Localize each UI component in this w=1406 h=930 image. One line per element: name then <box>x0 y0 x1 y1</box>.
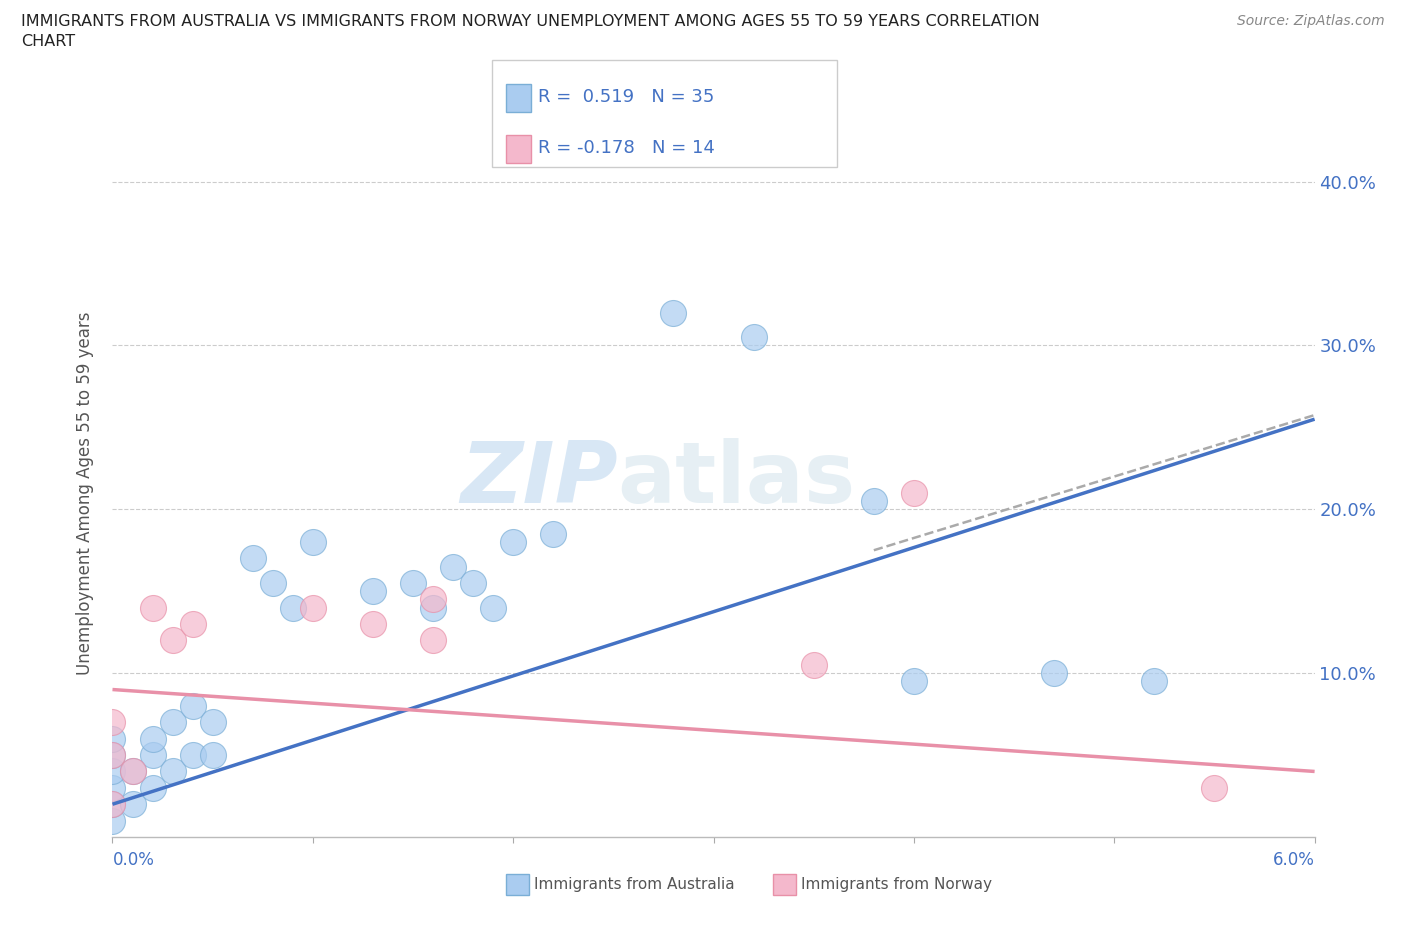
Point <box>101 748 124 763</box>
Point <box>361 617 384 631</box>
Text: Immigrants from Norway: Immigrants from Norway <box>801 877 993 892</box>
Text: R = -0.178   N = 14: R = -0.178 N = 14 <box>538 139 716 156</box>
Text: ZIP: ZIP <box>460 438 617 521</box>
Point <box>1143 674 1166 689</box>
Text: atlas: atlas <box>617 438 856 521</box>
Point <box>281 600 304 615</box>
Point <box>101 780 124 795</box>
Point <box>502 535 524 550</box>
Point <box>262 576 284 591</box>
Text: R =  0.519   N = 35: R = 0.519 N = 35 <box>538 88 714 106</box>
Point <box>482 600 505 615</box>
Text: CHART: CHART <box>21 34 75 49</box>
Point <box>803 658 825 672</box>
Point <box>101 813 124 828</box>
Point <box>422 633 444 648</box>
Point <box>201 748 224 763</box>
Point <box>101 764 124 779</box>
Point <box>101 731 124 746</box>
Point <box>162 764 184 779</box>
Point <box>101 797 124 812</box>
Point <box>903 674 925 689</box>
Text: 6.0%: 6.0% <box>1272 851 1315 869</box>
Text: IMMIGRANTS FROM AUSTRALIA VS IMMIGRANTS FROM NORWAY UNEMPLOYMENT AMONG AGES 55 T: IMMIGRANTS FROM AUSTRALIA VS IMMIGRANTS … <box>21 14 1040 29</box>
Point <box>742 330 765 345</box>
Point <box>662 305 685 320</box>
Point <box>242 551 264 565</box>
Point <box>101 797 124 812</box>
Text: Source: ZipAtlas.com: Source: ZipAtlas.com <box>1237 14 1385 28</box>
Point <box>422 592 444 607</box>
Point <box>402 576 425 591</box>
Point <box>162 715 184 730</box>
Point <box>101 748 124 763</box>
Point <box>1204 780 1226 795</box>
Point <box>121 764 143 779</box>
Y-axis label: Unemployment Among Ages 55 to 59 years: Unemployment Among Ages 55 to 59 years <box>76 312 94 674</box>
Point <box>162 633 184 648</box>
Point <box>101 715 124 730</box>
Point <box>461 576 484 591</box>
Point <box>121 797 143 812</box>
Point <box>441 559 464 574</box>
Text: Immigrants from Australia: Immigrants from Australia <box>534 877 735 892</box>
Point <box>141 731 163 746</box>
Point <box>181 698 204 713</box>
Point <box>422 600 444 615</box>
Text: 0.0%: 0.0% <box>112 851 155 869</box>
Point <box>141 780 163 795</box>
Point <box>361 584 384 599</box>
Point <box>903 485 925 500</box>
Point <box>1043 666 1066 681</box>
Point <box>121 764 143 779</box>
Point <box>181 748 204 763</box>
Point <box>141 748 163 763</box>
Point <box>862 494 886 509</box>
Point <box>141 600 163 615</box>
Point <box>302 600 325 615</box>
Point <box>181 617 204 631</box>
Point <box>302 535 325 550</box>
Point <box>201 715 224 730</box>
Point <box>543 526 565 541</box>
